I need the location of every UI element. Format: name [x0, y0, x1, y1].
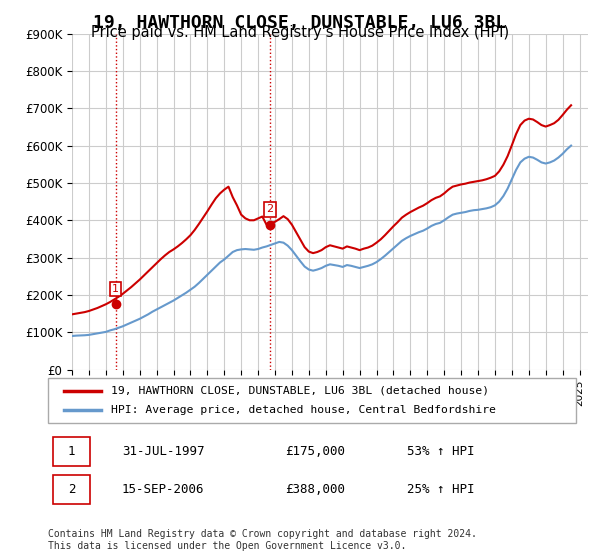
Text: 31-JUL-1997: 31-JUL-1997 — [122, 445, 205, 458]
Text: 19, HAWTHORN CLOSE, DUNSTABLE, LU6 3BL: 19, HAWTHORN CLOSE, DUNSTABLE, LU6 3BL — [94, 14, 506, 32]
Text: £175,000: £175,000 — [286, 445, 346, 458]
Text: HPI: Average price, detached house, Central Bedfordshire: HPI: Average price, detached house, Cent… — [112, 405, 496, 416]
Text: 1: 1 — [68, 445, 76, 458]
Text: Contains HM Land Registry data © Crown copyright and database right 2024.
This d: Contains HM Land Registry data © Crown c… — [48, 529, 477, 551]
Text: 25% ↑ HPI: 25% ↑ HPI — [407, 483, 475, 496]
FancyBboxPatch shape — [53, 475, 90, 504]
Text: 2: 2 — [266, 204, 274, 214]
Text: 15-SEP-2006: 15-SEP-2006 — [122, 483, 205, 496]
Text: Price paid vs. HM Land Registry's House Price Index (HPI): Price paid vs. HM Land Registry's House … — [91, 25, 509, 40]
Text: 53% ↑ HPI: 53% ↑ HPI — [407, 445, 475, 458]
Text: 1: 1 — [112, 284, 119, 294]
FancyBboxPatch shape — [53, 437, 90, 466]
Text: 19, HAWTHORN CLOSE, DUNSTABLE, LU6 3BL (detached house): 19, HAWTHORN CLOSE, DUNSTABLE, LU6 3BL (… — [112, 385, 490, 395]
FancyBboxPatch shape — [48, 378, 576, 423]
Text: £388,000: £388,000 — [286, 483, 346, 496]
Text: 2: 2 — [68, 483, 76, 496]
